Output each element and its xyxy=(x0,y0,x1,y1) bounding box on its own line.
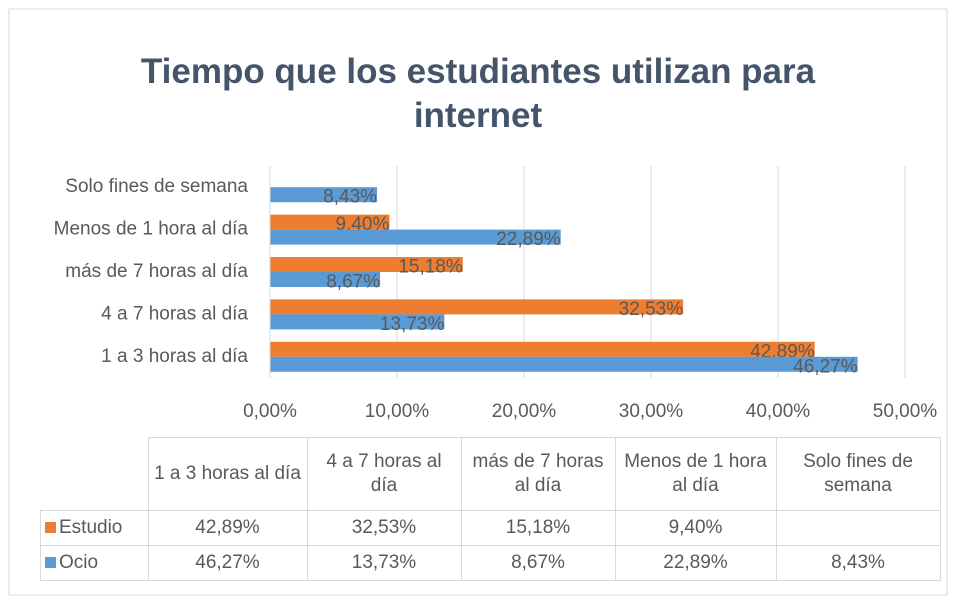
bar xyxy=(270,214,390,230)
bar xyxy=(270,341,815,357)
bar xyxy=(270,187,378,203)
x-tick-label: 50,00% xyxy=(873,401,938,422)
x-tick-label: 10,00% xyxy=(365,401,430,422)
table-value-cell xyxy=(775,510,941,546)
table-header-cell: 1 a 3 horas al día xyxy=(147,437,308,511)
bar xyxy=(270,257,463,272)
y-tick-label: Menos de 1 hora al día xyxy=(54,219,249,240)
y-tick-label: 1 a 3 horas al día xyxy=(101,346,248,367)
x-tick-label: 0,00% xyxy=(243,401,297,422)
data-label: 22,89% xyxy=(496,229,561,250)
table-corner xyxy=(41,438,149,511)
table-header-cell: Menos de 1 hora al día xyxy=(614,437,777,511)
table-value-cell: 22,89% xyxy=(614,545,777,581)
table-value-cell: 15,18% xyxy=(460,510,616,546)
table-value-cell: 46,27% xyxy=(147,545,308,581)
table-value-cell: 9,40% xyxy=(614,510,777,546)
data-label: 15,18% xyxy=(398,257,463,278)
bar xyxy=(270,272,381,287)
bar xyxy=(270,299,684,315)
data-table: 1 a 3 horas al día 4 a 7 horas al día más … xyxy=(40,437,941,581)
legend-key xyxy=(45,522,56,533)
table-header-row: 1 a 3 horas al día 4 a 7 horas al día más … xyxy=(41,437,941,511)
table-series-cell: Estudio xyxy=(40,510,149,546)
legend-label: Ocio xyxy=(59,552,99,573)
table-header-cell: más de 7 horas al día xyxy=(460,437,616,511)
chart-title: Tiempo que los estudiantes utilizan para… xyxy=(140,52,816,135)
legend-key xyxy=(45,557,56,568)
data-label: 13,73% xyxy=(380,314,445,335)
data-label: 8,67% xyxy=(326,272,380,293)
x-tick-label: 30,00% xyxy=(619,401,684,422)
x-tick-label: 40,00% xyxy=(746,401,811,422)
x-tick-label: 20,00% xyxy=(492,401,557,422)
bar xyxy=(270,356,858,372)
data-label: 8,43% xyxy=(323,187,377,208)
table-header-cell: 4 a 7 horas al día xyxy=(306,437,462,511)
legend-label: Estudio xyxy=(59,517,123,538)
table-value-cell: 32,53% xyxy=(306,510,462,546)
table-value-cell: 8,67% xyxy=(460,545,616,581)
data-label: 32,53% xyxy=(619,299,684,320)
table-row: Estudio 42,89% 32,53% 15,18% 9,40% xyxy=(40,510,941,546)
bar xyxy=(270,229,561,245)
y-tick-label: 4 a 7 horas al día xyxy=(101,303,248,324)
table-row: Ocio 46,27% 13,73% 8,67% 22,89% 8,43% xyxy=(40,545,941,581)
y-tick-label: Solo fines de semana xyxy=(65,176,248,197)
table-value-cell: 8,43% xyxy=(775,545,941,581)
chart-border xyxy=(8,8,948,596)
table-header-cell: Solo fines de semana xyxy=(775,437,941,511)
table-value-cell: 13,73% xyxy=(306,545,462,581)
table-series-cell: Ocio xyxy=(40,545,149,581)
data-label: 46,27% xyxy=(793,356,858,377)
table-value-cell: 42,89% xyxy=(147,510,308,546)
bar xyxy=(270,314,445,330)
y-tick-label: más de 7 horas al día xyxy=(65,261,248,282)
title-box: Tiempo que los estudiantes utilizan para… xyxy=(140,52,816,135)
